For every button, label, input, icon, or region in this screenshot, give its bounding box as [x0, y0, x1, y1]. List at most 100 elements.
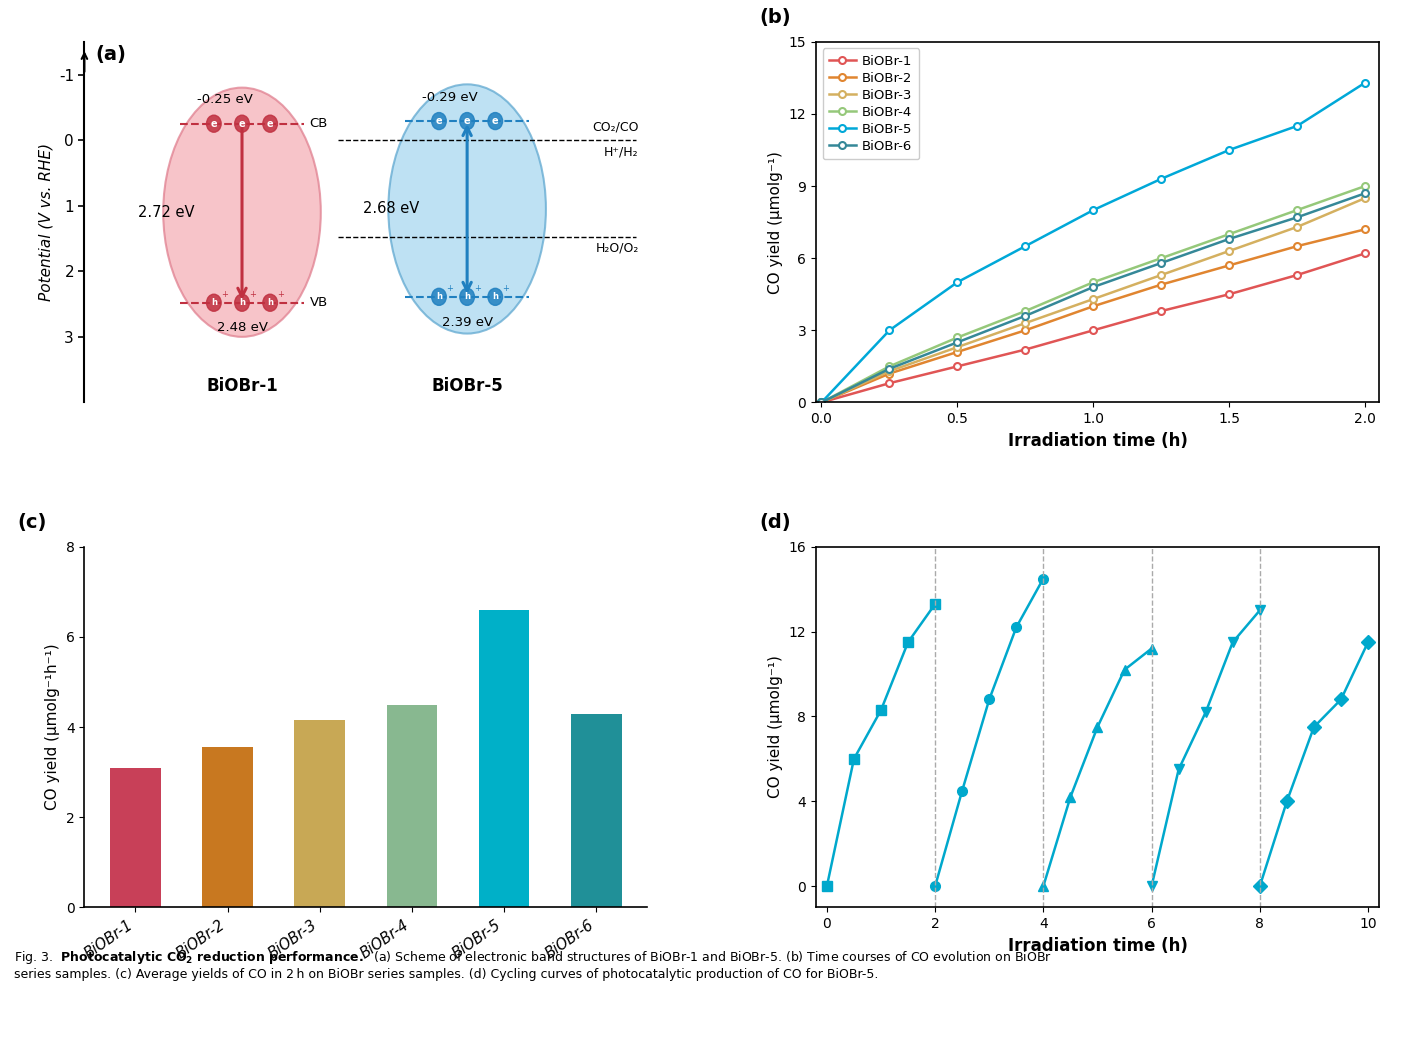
Text: +: + — [446, 285, 453, 293]
X-axis label: Irradiation time (h): Irradiation time (h) — [1007, 432, 1188, 450]
BiOBr-3 — [948, 341, 965, 354]
Text: h: h — [239, 298, 245, 308]
BiOBr-4 — [1085, 276, 1102, 289]
BiOBr-1 — [1289, 269, 1306, 282]
BiOBr-3 — [1289, 221, 1306, 234]
Circle shape — [488, 288, 502, 306]
BiOBr-2 — [1221, 259, 1238, 271]
Circle shape — [432, 113, 446, 129]
BiOBr-1 — [1221, 288, 1238, 300]
BiOBr-3 — [1152, 269, 1169, 282]
Text: e: e — [239, 119, 245, 128]
Circle shape — [235, 115, 249, 132]
BiOBr-2 — [948, 345, 965, 358]
Y-axis label: Potential (V vs. RHE): Potential (V vs. RHE) — [38, 143, 53, 301]
Text: 2.39 eV: 2.39 eV — [442, 316, 492, 329]
Circle shape — [207, 294, 221, 311]
Text: h: h — [492, 292, 498, 301]
Text: h: h — [211, 298, 217, 308]
Text: (b): (b) — [760, 8, 791, 27]
BiOBr-4 — [1356, 179, 1373, 192]
Bar — [110, 768, 160, 907]
BiOBr-5 — [1152, 172, 1169, 185]
BiOBr-1 — [948, 360, 965, 372]
Text: H⁺/H₂: H⁺/H₂ — [604, 145, 639, 159]
Text: (c): (c) — [17, 513, 46, 532]
BiOBr-3 — [1085, 293, 1102, 306]
Bar — [203, 748, 253, 907]
BiOBr-5 — [1356, 76, 1373, 89]
Text: CO₂/CO: CO₂/CO — [592, 121, 639, 134]
BiOBr-1 — [1356, 247, 1373, 260]
Text: h: h — [436, 292, 442, 301]
BiOBr-5 — [813, 396, 830, 409]
Circle shape — [263, 294, 277, 311]
Y-axis label: CO yield (μmolg⁻¹h⁻¹): CO yield (μmolg⁻¹h⁻¹) — [45, 644, 61, 810]
Text: 2.72 eV: 2.72 eV — [138, 204, 194, 220]
Circle shape — [263, 115, 277, 132]
BiOBr-2 — [881, 367, 898, 380]
BiOBr-3 — [1221, 245, 1238, 258]
BiOBr-4 — [1152, 252, 1169, 265]
BiOBr-4 — [1289, 203, 1306, 216]
Circle shape — [207, 115, 221, 132]
BiOBr-6 — [1356, 187, 1373, 199]
BiOBr-5 — [948, 276, 965, 289]
Bar — [387, 704, 438, 907]
Bar — [478, 610, 529, 907]
BiOBr-2 — [1356, 223, 1373, 236]
Text: BiOBr-1: BiOBr-1 — [207, 377, 277, 395]
Line: BiOBr-5: BiOBr-5 — [817, 79, 1369, 406]
Text: e: e — [492, 116, 498, 126]
Text: +: + — [502, 285, 509, 293]
BiOBr-3 — [1017, 317, 1034, 330]
BiOBr-6 — [1152, 257, 1169, 269]
Ellipse shape — [388, 84, 546, 334]
Text: Fig. 3.  $\mathbf{Photocatalytic\ CO_2\ reduction\ performance.}$  (a) Scheme of: Fig. 3. $\mathbf{Photocatalytic\ CO_2\ r… — [14, 949, 1052, 981]
BiOBr-4 — [948, 332, 965, 344]
BiOBr-1 — [1017, 343, 1034, 356]
Text: +: + — [221, 290, 228, 299]
BiOBr-2 — [1152, 278, 1169, 291]
Text: -0.25 eV: -0.25 eV — [197, 93, 253, 106]
Circle shape — [460, 113, 474, 129]
Bar — [294, 721, 345, 907]
Bar — [571, 713, 622, 907]
Text: h: h — [464, 292, 470, 301]
Text: e: e — [464, 116, 470, 126]
BiOBr-4 — [881, 360, 898, 372]
Text: (a): (a) — [96, 45, 127, 65]
Circle shape — [488, 113, 502, 129]
BiOBr-4 — [1017, 305, 1034, 317]
Line: BiOBr-6: BiOBr-6 — [817, 190, 1369, 406]
Text: BiOBr-5: BiOBr-5 — [432, 377, 502, 395]
BiOBr-2 — [1017, 324, 1034, 337]
Text: +: + — [277, 290, 284, 299]
Line: BiOBr-3: BiOBr-3 — [817, 195, 1369, 406]
Y-axis label: CO yield (μmolg⁻¹): CO yield (μmolg⁻¹) — [768, 656, 784, 799]
Text: e: e — [436, 116, 442, 126]
BiOBr-6 — [1017, 310, 1034, 322]
BiOBr-6 — [948, 336, 965, 348]
BiOBr-2 — [813, 396, 830, 409]
Text: e: e — [267, 119, 273, 128]
BiOBr-5 — [1289, 120, 1306, 132]
Line: BiOBr-2: BiOBr-2 — [817, 226, 1369, 406]
Text: 2.68 eV: 2.68 eV — [363, 201, 419, 217]
Line: BiOBr-4: BiOBr-4 — [817, 183, 1369, 406]
Text: (d): (d) — [760, 513, 791, 532]
Text: 2.48 eV: 2.48 eV — [217, 320, 267, 334]
X-axis label: Irradiation time (h): Irradiation time (h) — [1007, 937, 1188, 954]
BiOBr-3 — [881, 365, 898, 378]
BiOBr-6 — [813, 396, 830, 409]
Circle shape — [460, 288, 474, 306]
Circle shape — [235, 294, 249, 311]
Text: h: h — [267, 298, 273, 308]
BiOBr-5 — [1017, 240, 1034, 252]
Text: -0.29 eV: -0.29 eV — [422, 91, 478, 104]
Text: +: + — [249, 290, 256, 299]
BiOBr-6 — [1085, 281, 1102, 293]
BiOBr-5 — [881, 324, 898, 337]
Ellipse shape — [163, 88, 321, 337]
BiOBr-1 — [881, 377, 898, 389]
